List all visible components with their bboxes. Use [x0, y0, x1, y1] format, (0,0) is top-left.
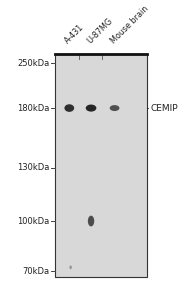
Text: A-431: A-431	[63, 23, 86, 46]
Text: 180kDa: 180kDa	[17, 103, 50, 112]
Text: 250kDa: 250kDa	[17, 59, 50, 68]
Text: 130kDa: 130kDa	[17, 164, 50, 172]
Ellipse shape	[86, 104, 96, 112]
Ellipse shape	[110, 105, 120, 111]
Ellipse shape	[64, 104, 74, 112]
Ellipse shape	[69, 266, 72, 269]
Text: Mouse brain: Mouse brain	[109, 4, 150, 46]
FancyBboxPatch shape	[55, 54, 147, 277]
Text: 70kDa: 70kDa	[23, 267, 50, 276]
Text: 100kDa: 100kDa	[17, 217, 50, 226]
Text: CEMIP: CEMIP	[151, 103, 178, 112]
Text: U-87MG: U-87MG	[86, 16, 115, 46]
Ellipse shape	[88, 216, 94, 226]
